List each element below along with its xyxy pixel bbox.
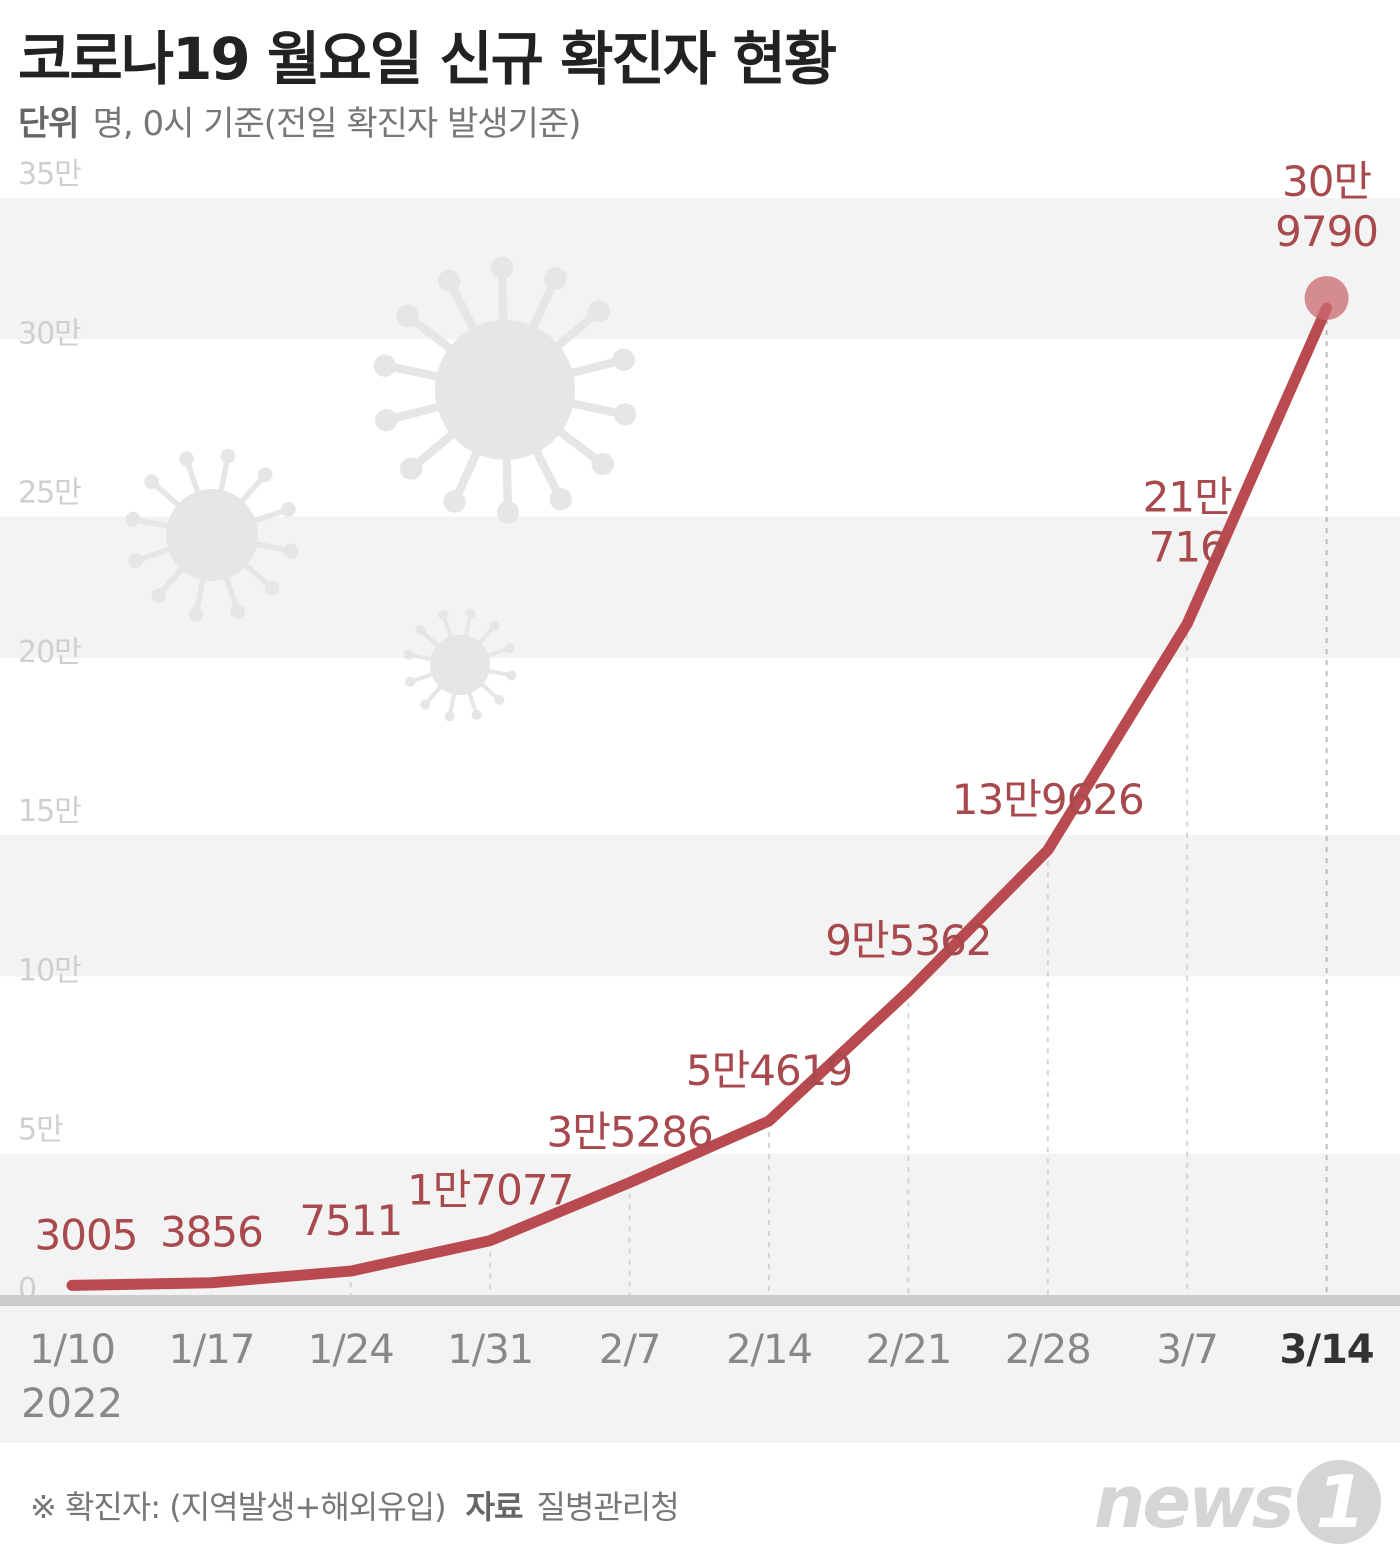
guide-lines: [210, 308, 1328, 1295]
data-point: [907, 990, 910, 993]
unit-label: 단위: [18, 104, 80, 144]
y-tick-label: 25만: [18, 476, 81, 511]
x-tick-label: 1/10: [29, 1327, 115, 1373]
data-label: 1만7077: [407, 1166, 573, 1215]
data-label: 13만9626: [952, 775, 1144, 824]
data-label: 7511: [299, 1196, 402, 1245]
footer: ※ 확진자: (지역발생+해외유입) 자료 질병관리청: [30, 1482, 680, 1528]
y-tick-label: 10만: [18, 953, 81, 988]
x-axis-area: [0, 1295, 1400, 1443]
logo-mark: 1: [1297, 1460, 1381, 1544]
data-point: [489, 1239, 492, 1242]
highlight-marker: [1304, 276, 1349, 321]
data-point: [628, 1181, 631, 1184]
x-tick-label: 1/31: [447, 1327, 533, 1373]
x-tick-label: 1/17: [168, 1327, 254, 1373]
y-tick-label: 5만: [18, 1113, 63, 1148]
x-tick-label: 3/14: [1280, 1327, 1374, 1373]
source-text: 질병관리청: [536, 1488, 679, 1526]
x-tick-label: 2/28: [1005, 1327, 1091, 1373]
grid-bands: [0, 198, 1400, 1295]
virus-icon: [373, 256, 637, 524]
logo-text: news: [1094, 1460, 1294, 1544]
unit-text: 명, 0시 기준(전일 확진자 발생기준): [92, 104, 582, 144]
data-point: [71, 1284, 73, 1287]
series-line: [66, 302, 1333, 1291]
decorative-virus-icons: [125, 256, 637, 722]
data-point: [1046, 849, 1049, 852]
y-tick-label: 30만: [18, 316, 81, 351]
data-label: 3만5286: [546, 1108, 712, 1157]
data-label: 21만 716: [1143, 473, 1232, 572]
grid-band: [0, 1153, 1400, 1295]
virus-icon: [125, 448, 299, 622]
year-label: 2022: [21, 1381, 123, 1427]
grid-band: [0, 835, 1400, 977]
x-axis-ticks: 1/10 1/17 1/24 1/31 2/7 2/14 2/21 2/28 3/7 3/14 20…: [21, 1327, 1375, 1427]
y-tick-label: 15만: [18, 794, 81, 829]
x-axis-band: [0, 1303, 1400, 1443]
source-label: 자료: [465, 1488, 524, 1526]
page-title: 코로나19 월요일 신규 확진자 현황: [18, 25, 837, 93]
series-line-group: [66, 276, 1349, 1291]
data-point: [210, 1281, 213, 1284]
y-tick-label: 35만: [18, 157, 81, 192]
data-label: 9만5362: [825, 916, 991, 965]
x-tick-label: 3/7: [1157, 1327, 1218, 1373]
data-point: [1186, 622, 1189, 625]
data-label: 3005: [35, 1210, 138, 1259]
x-tick-label: 1/24: [308, 1327, 394, 1373]
x-axis-line: [0, 1295, 1400, 1306]
footnote: ※ 확진자: (지역발생+해외유입): [30, 1488, 447, 1526]
data-point: [349, 1270, 352, 1273]
x-tick-label: 2/21: [865, 1327, 951, 1373]
x-tick-label: 2/7: [599, 1327, 660, 1373]
data-label: 3856: [160, 1208, 263, 1257]
y-tick-label: 20만: [18, 635, 81, 670]
virus-icon: [403, 608, 517, 722]
x-tick-label: 2/14: [726, 1327, 812, 1373]
news1-logo: news 1: [1094, 1460, 1381, 1544]
grid-band: [0, 198, 1400, 340]
data-label: 5만4619: [686, 1046, 852, 1095]
data-point: [768, 1119, 770, 1122]
unit-note: 단위 명, 0시 기준(전일 확진자 발생기준): [18, 96, 582, 145]
data-label: 30만 9790: [1275, 157, 1378, 256]
